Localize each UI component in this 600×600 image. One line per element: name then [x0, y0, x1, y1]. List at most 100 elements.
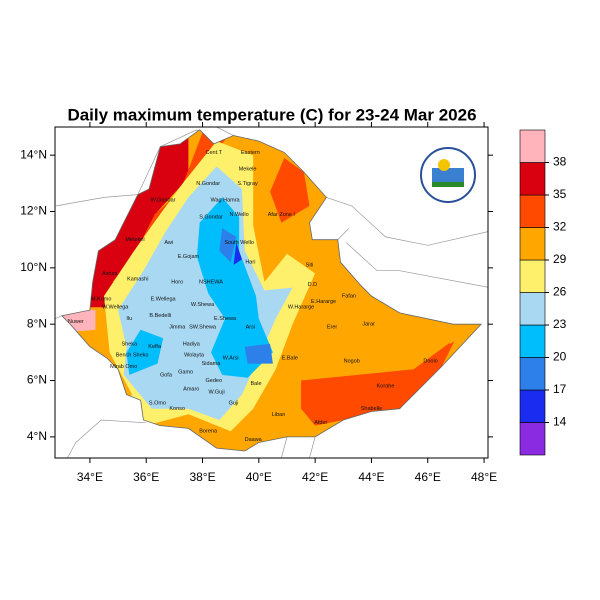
- region-label: Mirab Omo: [110, 364, 137, 370]
- region-label: Nuwer: [68, 319, 84, 325]
- region-label: Afder: [314, 420, 327, 426]
- colorbar-label: 26: [553, 285, 567, 299]
- region-label: Jarar: [362, 322, 375, 328]
- region-label: D.D: [308, 282, 318, 288]
- region-label: E.Gojam: [178, 254, 200, 260]
- x-tick-label: 36°E: [133, 470, 159, 484]
- colorbar-box: [519, 389, 546, 423]
- y-tick-label: 10°N: [20, 260, 47, 274]
- x-tick-label: 44°E: [358, 470, 384, 484]
- region-label: Guji: [229, 401, 239, 407]
- border-line: [337, 228, 350, 240]
- x-tick-label: 46°E: [415, 470, 441, 484]
- colorbar-label: 38: [553, 155, 567, 169]
- colorbar-label: 20: [553, 350, 567, 364]
- map-frame: [54, 126, 489, 459]
- y-tick-label: 12°N: [20, 204, 47, 218]
- x-tick-label: 38°E: [189, 470, 215, 484]
- region-label: E.Shewa: [214, 316, 237, 322]
- region-label: B.Bedelli: [149, 313, 171, 319]
- region-label: E.Hararge: [311, 299, 336, 305]
- region-label: Metekel: [125, 237, 144, 243]
- region-label: SW.Shewa: [189, 324, 217, 330]
- region-label: Konso: [169, 406, 185, 412]
- region-label: Asosa: [102, 271, 118, 277]
- region-label: Horo: [171, 279, 183, 285]
- colorbar-box: [519, 422, 546, 456]
- region-label: Amaro: [183, 386, 199, 392]
- region-label: W.Gondar: [151, 198, 176, 204]
- region-label: Nogob: [344, 358, 360, 364]
- region-label: S.Tigray: [237, 181, 258, 187]
- region-label: S.Gondar: [199, 215, 223, 221]
- colorbar-label: 14: [553, 415, 567, 429]
- colorbar-label: 32: [553, 220, 567, 234]
- region-label: Gofa: [160, 372, 173, 378]
- temperature-zone: [196, 197, 273, 378]
- y-tick-label: 8°N: [27, 316, 47, 330]
- y-tick-label: 4°N: [27, 429, 47, 443]
- region-label: W.Hararge: [288, 305, 314, 311]
- region-label: N.Wello: [230, 212, 249, 218]
- region-label: M.Komo: [91, 296, 111, 302]
- x-tick-label: 40°E: [246, 470, 272, 484]
- colorbar-label: 23: [553, 317, 567, 331]
- region-label: Keffa: [148, 344, 162, 350]
- map-title: Daily maximum temperature (C) for 23-24 …: [67, 105, 476, 124]
- region-label: Fafan: [342, 293, 356, 299]
- colorbar-box: [519, 324, 546, 358]
- colorbar-label: 29: [553, 252, 567, 266]
- y-tick-label: 6°N: [27, 373, 47, 387]
- region-label: Borena: [199, 429, 218, 435]
- border-line: [345, 242, 488, 288]
- x-tick-label: 48°E: [471, 470, 497, 484]
- colorbar: 14 17 20 23 26 29 32 35 38: [519, 129, 567, 456]
- y-tick-label: 14°N: [20, 147, 47, 161]
- region-label: E.Wellega: [151, 296, 177, 302]
- colorbar-box: [519, 227, 546, 261]
- region-label: W.Wellega: [102, 305, 129, 311]
- region-label: Bench Sheko: [116, 353, 149, 359]
- region-label: South Wello: [224, 240, 254, 246]
- region-label: Afar Zone I: [268, 212, 296, 218]
- temperature-zone: [270, 158, 310, 223]
- region-label: Ilu: [126, 316, 132, 322]
- region-label: Gamo: [178, 370, 193, 376]
- colorbar-box: [519, 129, 546, 163]
- region-label: NSHEWA: [199, 279, 223, 285]
- colorbar-label: 17: [553, 382, 567, 396]
- colorbar-box: [519, 162, 546, 196]
- region-label: Awi: [164, 240, 173, 246]
- region-label: Bale: [251, 381, 262, 387]
- temperature-zone: [219, 228, 237, 263]
- region-label: Mekele: [239, 167, 257, 173]
- colorbar-box: [519, 194, 546, 228]
- region-label: Cent.T: [206, 150, 223, 156]
- region-label: Jimma: [169, 324, 186, 330]
- region-label: Doolo: [423, 358, 437, 364]
- region-label: Kamashi: [127, 277, 148, 283]
- map-area: Cent.T Eastern Mekele N.Gondar S.Tigray W.Gon…: [55, 127, 488, 458]
- border-line: [67, 419, 147, 458]
- region-label: Korahe: [377, 384, 395, 390]
- colorbar-box: [519, 292, 546, 326]
- country-outline: [60, 129, 483, 452]
- region-label: W.Shewa: [191, 302, 215, 308]
- temperature-zone: [301, 338, 456, 426]
- region-label: Arsi: [246, 324, 255, 330]
- temperature-zone: [233, 242, 242, 265]
- colorbar-label: 35: [553, 187, 567, 201]
- region-label: Siti: [306, 262, 314, 268]
- border-line: [309, 436, 316, 458]
- border-line: [281, 436, 288, 458]
- region-label: Erer: [327, 324, 338, 330]
- colorbar-box: [519, 357, 546, 391]
- region-label: Liban: [272, 412, 285, 418]
- region-label: Eastern: [241, 150, 260, 156]
- region-label: Hari: [245, 260, 255, 266]
- region-label: Gedeo: [206, 378, 223, 384]
- region-label: Wag Hamra: [210, 198, 240, 204]
- border-line: [55, 315, 62, 319]
- x-tick-label: 42°E: [302, 470, 328, 484]
